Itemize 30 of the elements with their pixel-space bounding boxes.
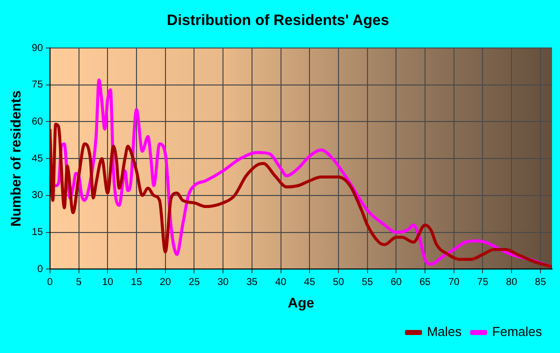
- x-tick-label: 40: [275, 276, 287, 288]
- y-axis-title: Number of residents: [7, 90, 24, 227]
- x-tick-label: 20: [160, 276, 172, 288]
- legend-label: Males: [426, 324, 462, 340]
- chart-title: Distribution of Residents' Ages: [166, 12, 390, 30]
- x-tick-label: 30: [217, 276, 230, 288]
- x-tick-label: 25: [188, 276, 200, 288]
- x-tick-label: 75: [477, 276, 489, 288]
- y-tick-label: 45: [32, 153, 44, 164]
- x-tick-label: 60: [390, 276, 402, 288]
- x-tick-label: 50: [332, 276, 344, 288]
- legend-label: Females: [492, 324, 542, 340]
- x-tick-label: 45: [304, 276, 316, 288]
- x-tick-label: 65: [419, 276, 432, 288]
- x-tick-label: 85: [534, 276, 546, 288]
- x-tick-label: 15: [130, 276, 142, 288]
- x-tick-label: 55: [362, 276, 374, 288]
- y-tick-label: 15: [32, 227, 44, 238]
- y-tick-label: 60: [32, 116, 44, 128]
- y-tick-label: 90: [32, 42, 44, 54]
- x-tick-label: 0: [47, 276, 54, 288]
- y-tick-label: 75: [32, 80, 44, 91]
- x-tick-label: 35: [246, 276, 258, 288]
- x-tick-label: 5: [76, 276, 82, 288]
- x-tick-label: 10: [102, 276, 114, 288]
- x-tick-label: 70: [448, 276, 460, 288]
- x-tick-label: 80: [506, 276, 518, 288]
- y-tick-label: 30: [32, 190, 44, 202]
- y-tick-label: 0: [37, 264, 44, 275]
- x-axis-title: Age: [288, 294, 314, 310]
